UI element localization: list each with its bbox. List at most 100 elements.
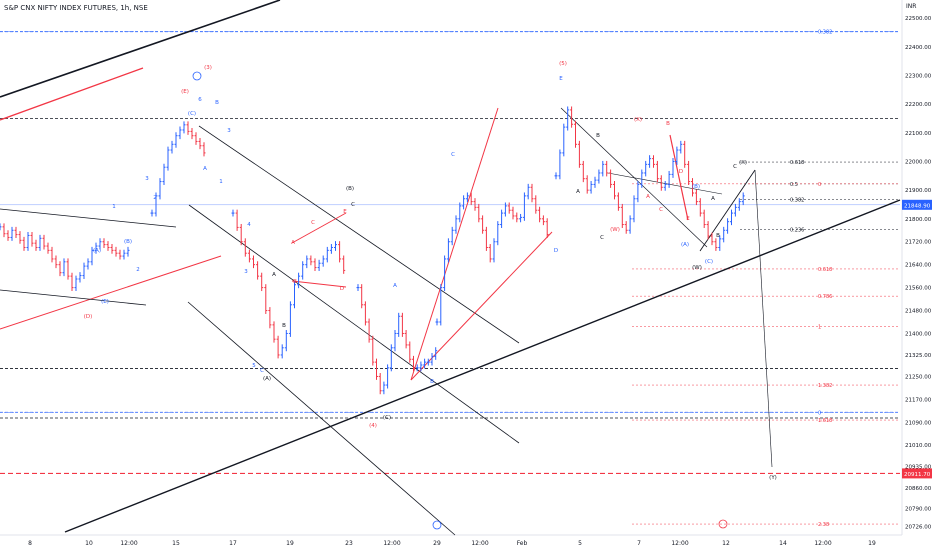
candle bbox=[706, 221, 710, 240]
candle bbox=[293, 281, 296, 309]
candle bbox=[408, 341, 412, 363]
candle bbox=[534, 195, 538, 214]
candle bbox=[154, 192, 158, 217]
wave-label: C bbox=[600, 235, 604, 241]
candle bbox=[256, 261, 260, 280]
time-tick-label: 12:00 bbox=[383, 540, 400, 547]
wave-label: 3 bbox=[227, 128, 231, 134]
candle bbox=[640, 169, 644, 188]
wave-label: C bbox=[659, 207, 663, 213]
up-channel-lower bbox=[410, 231, 553, 381]
price-tick-label: 20935.00 bbox=[905, 465, 932, 471]
fib-level-label: 0.5 bbox=[790, 182, 798, 188]
candle bbox=[329, 244, 333, 254]
candle bbox=[415, 364, 419, 372]
candle bbox=[54, 255, 58, 269]
candle bbox=[667, 170, 671, 188]
candle bbox=[114, 246, 118, 257]
candle bbox=[264, 284, 268, 314]
wave-label: A bbox=[291, 240, 295, 246]
wave-label: A bbox=[646, 194, 650, 200]
fib-level-label: 0.618 bbox=[818, 267, 832, 273]
candle bbox=[247, 249, 251, 263]
candle bbox=[356, 284, 360, 292]
wave-label: (X) bbox=[739, 160, 747, 166]
candle bbox=[26, 232, 30, 251]
price-tick-label: 20860.00 bbox=[905, 486, 932, 492]
price-tick-label: 21720.00 bbox=[905, 240, 932, 246]
wave-label: E bbox=[343, 209, 347, 215]
candle bbox=[733, 203, 737, 217]
candle bbox=[439, 284, 443, 326]
wave-label: (W) bbox=[610, 227, 620, 233]
candle bbox=[722, 226, 726, 243]
wave-label: (E) bbox=[101, 299, 109, 305]
candle bbox=[566, 106, 570, 131]
candle bbox=[46, 242, 50, 254]
candle bbox=[363, 301, 367, 326]
candle bbox=[423, 358, 427, 369]
wave-label: B bbox=[293, 279, 297, 285]
wave-label: A bbox=[393, 283, 397, 289]
fib-level-label: 0 bbox=[818, 410, 821, 416]
candle bbox=[554, 172, 558, 180]
time-tick-label: 12:00 bbox=[671, 540, 688, 547]
wave-circle-marker bbox=[192, 71, 202, 81]
wave-label: (E) bbox=[181, 89, 189, 95]
candle bbox=[190, 127, 194, 140]
projection-up bbox=[699, 169, 756, 252]
wave-label: 1 bbox=[219, 179, 223, 185]
candle bbox=[473, 198, 477, 211]
time-tick-label: Feb bbox=[517, 540, 528, 547]
candle bbox=[272, 321, 276, 343]
price-tick-label: 21640.00 bbox=[905, 263, 932, 269]
candle bbox=[609, 169, 613, 188]
candle bbox=[74, 275, 78, 292]
candle bbox=[78, 272, 82, 283]
price-tick-label: 21480.00 bbox=[905, 309, 932, 315]
candle bbox=[648, 155, 652, 168]
candle bbox=[110, 244, 114, 254]
wave-label: D bbox=[340, 286, 344, 292]
candle bbox=[652, 155, 655, 168]
candle bbox=[675, 146, 679, 165]
candle bbox=[360, 284, 364, 309]
red-channel-lower bbox=[0, 255, 222, 330]
candle bbox=[694, 189, 698, 206]
candle bbox=[2, 223, 6, 238]
candle bbox=[367, 318, 371, 343]
candle bbox=[698, 198, 702, 217]
wave-label: (B) bbox=[124, 239, 132, 245]
wave-label: B bbox=[282, 323, 286, 329]
fib-level-label: 0.382 bbox=[818, 30, 832, 36]
candle bbox=[496, 221, 500, 246]
candle bbox=[170, 140, 174, 154]
candle bbox=[42, 234, 46, 250]
price-tick-label: 21250.00 bbox=[905, 374, 932, 380]
wave-label: C bbox=[260, 368, 264, 374]
wave-label: 2 bbox=[136, 267, 140, 273]
wave-label: (B) bbox=[692, 184, 700, 190]
candle bbox=[605, 160, 609, 177]
wave-label: A bbox=[272, 272, 276, 278]
price-tick-label: 21090.00 bbox=[905, 420, 932, 426]
candle bbox=[465, 192, 469, 203]
wave-label: (5) bbox=[559, 61, 567, 67]
candle bbox=[714, 238, 718, 251]
candle bbox=[371, 335, 375, 366]
candle bbox=[301, 261, 305, 280]
down-channel-lower bbox=[187, 301, 456, 536]
candle bbox=[158, 178, 162, 200]
wave-label: D bbox=[554, 248, 558, 254]
wave-label: A bbox=[711, 196, 715, 202]
candle bbox=[397, 312, 401, 337]
candle bbox=[268, 307, 272, 329]
candle bbox=[558, 149, 562, 180]
target-price-badge: 20911.70 bbox=[904, 472, 931, 478]
abcde-triangle-lower bbox=[291, 280, 347, 288]
wave-label: (B) bbox=[346, 186, 354, 192]
candle bbox=[519, 213, 523, 223]
candle bbox=[10, 226, 14, 241]
